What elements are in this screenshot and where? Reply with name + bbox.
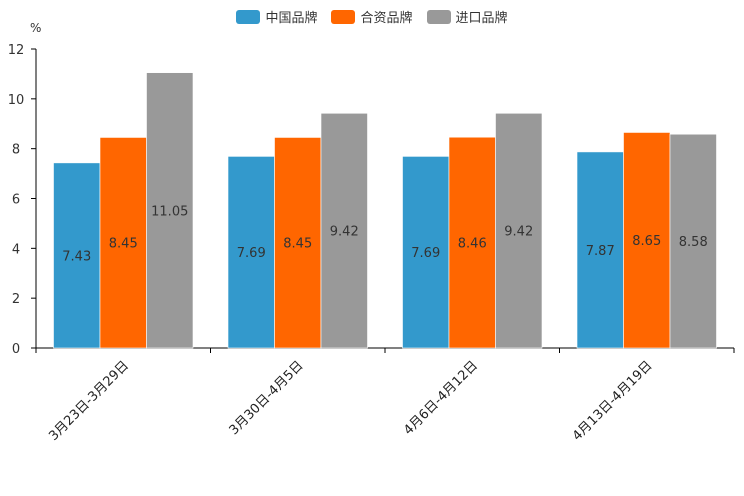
legend-item-import[interactable]: 进口品牌 bbox=[426, 7, 508, 26]
bar-3 bbox=[495, 112, 543, 349]
bar-1 bbox=[402, 156, 450, 349]
legend-swatch-china bbox=[236, 9, 261, 24]
bar-value-label: 11.05 bbox=[151, 204, 188, 219]
bar-value-label: 7.69 bbox=[237, 246, 266, 261]
legend: 中国品牌 合资品牌 进口品牌 bbox=[0, 7, 744, 26]
bar-1 bbox=[53, 162, 101, 349]
bar-value-label: 8.65 bbox=[632, 234, 661, 249]
y-tick-label: 0 bbox=[12, 342, 20, 357]
legend-item-china[interactable]: 中国品牌 bbox=[236, 7, 317, 26]
bar-2 bbox=[448, 136, 496, 349]
legend-label-import: 进口品牌 bbox=[455, 11, 508, 26]
y-tick-label: 2 bbox=[12, 292, 20, 307]
y-axis-unit-label: % bbox=[30, 21, 42, 35]
bar-value-label: 9.42 bbox=[330, 225, 359, 240]
legend-label-china: 中国品牌 bbox=[265, 11, 318, 26]
y-tick-label: 6 bbox=[12, 193, 20, 208]
bar-2 bbox=[99, 137, 147, 349]
legend-label-joint: 合资品牌 bbox=[360, 11, 413, 26]
x-tick-label: 3月30日-4月5日 bbox=[227, 358, 307, 438]
legend-item-joint[interactable]: 合资品牌 bbox=[331, 7, 413, 26]
bar-value-label: 8.45 bbox=[109, 237, 138, 252]
bar-value-label: 7.43 bbox=[62, 249, 91, 264]
bar-3 bbox=[320, 112, 368, 349]
y-tick-label: 12 bbox=[8, 43, 25, 58]
x-tick-label: 4月13日-4月19日 bbox=[570, 358, 656, 444]
legend-swatch-import bbox=[426, 9, 451, 24]
bar-1 bbox=[576, 151, 624, 349]
y-tick-label: 4 bbox=[12, 242, 20, 257]
bar-value-label: 7.69 bbox=[411, 246, 440, 261]
bar-2 bbox=[274, 137, 322, 349]
y-tick-label: 10 bbox=[8, 93, 25, 108]
bar-3 bbox=[146, 72, 194, 349]
bar-value-label: 8.58 bbox=[679, 235, 708, 250]
bar-value-label: 7.87 bbox=[586, 244, 615, 259]
x-tick-label: 3月23日-3月29日 bbox=[46, 358, 132, 444]
y-tick-label: 8 bbox=[12, 143, 20, 158]
x-tick-label: 4月6日-4月12日 bbox=[401, 358, 481, 438]
legend-swatch-joint bbox=[331, 9, 356, 24]
bar-3 bbox=[669, 133, 717, 349]
bar-2 bbox=[623, 132, 671, 349]
bar-value-label: 9.42 bbox=[504, 225, 533, 240]
bar-value-label: 8.45 bbox=[283, 237, 312, 252]
bar-value-label: 8.46 bbox=[458, 237, 487, 252]
